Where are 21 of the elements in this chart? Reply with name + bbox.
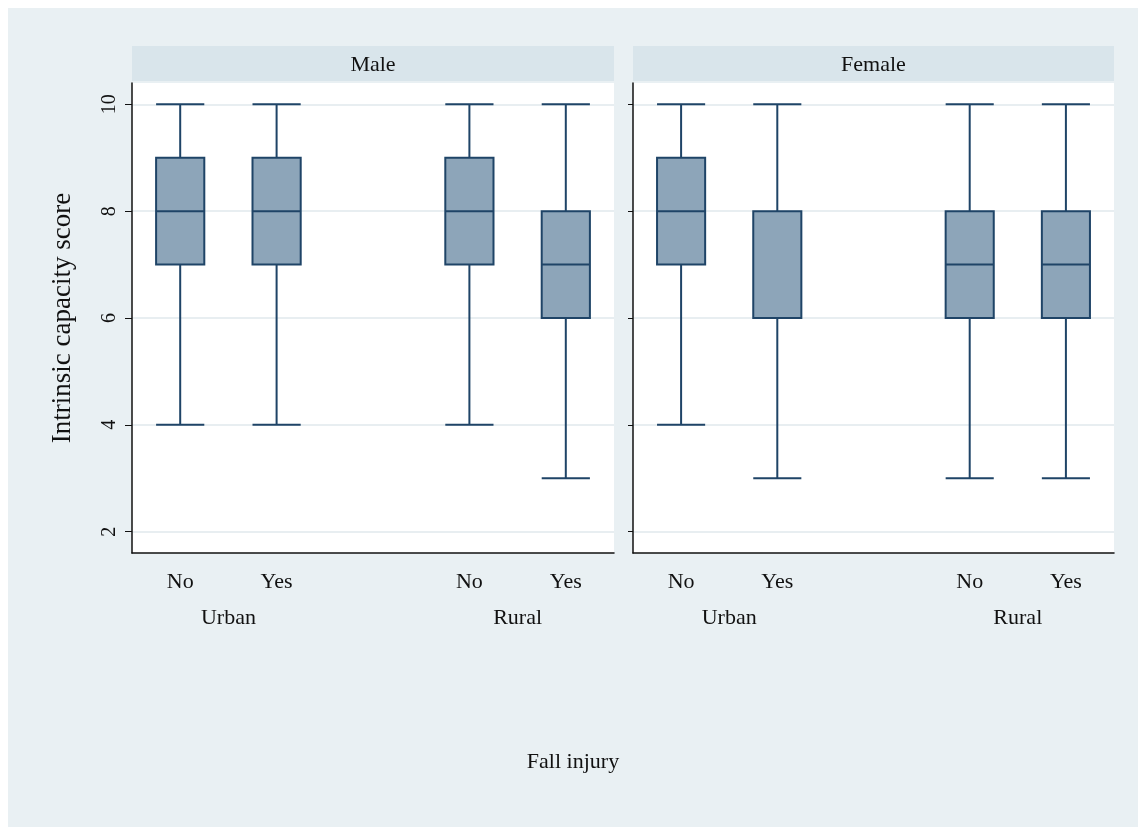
y-tick-label: 2 — [97, 526, 119, 537]
y-tick-label: 4 — [97, 419, 119, 430]
chart-title: Female — [633, 46, 1114, 81]
x-tick-label: Yes — [1049, 567, 1082, 593]
x-tick-label: No — [956, 567, 984, 593]
x-axis-title: Fall injury — [525, 748, 621, 774]
x-tick-label: Yes — [761, 567, 794, 593]
y-axis-title: Intrinsic capacity score — [45, 192, 76, 444]
y-tick-label: 10 — [97, 94, 119, 115]
x-tick-label: No — [166, 567, 194, 593]
x-tick-label: No — [455, 567, 483, 593]
x-tick-label: No — [667, 567, 695, 593]
y-tick-label: 8 — [97, 206, 119, 217]
text: Urban — [200, 603, 256, 629]
text: Urban — [701, 603, 757, 629]
text: Rural — [493, 603, 543, 629]
chart-title: Male — [132, 46, 614, 81]
text: Rural — [993, 603, 1043, 629]
x-tick-label: Yes — [260, 567, 293, 593]
y-tick-label: 6 — [97, 313, 119, 323]
x-tick-label: Yes — [549, 567, 582, 593]
